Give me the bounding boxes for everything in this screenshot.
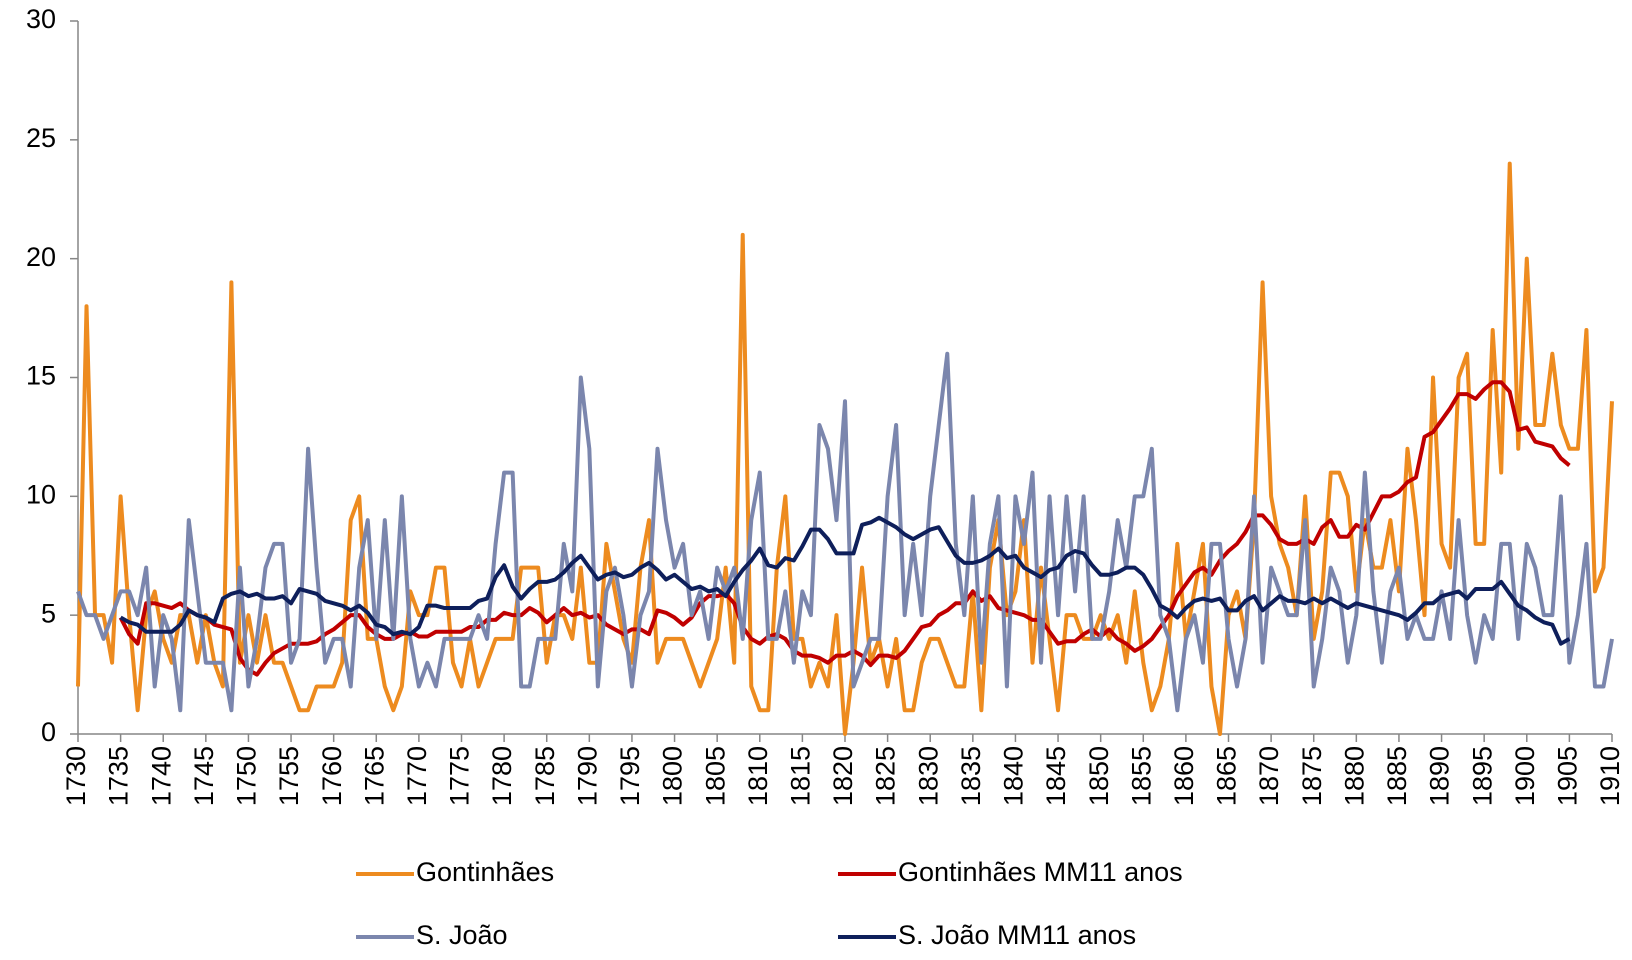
series-line xyxy=(119,515,1571,646)
x-tick-label: 1810 xyxy=(743,746,773,806)
y-tick-label: 5 xyxy=(41,598,56,628)
y-tick-label: 30 xyxy=(26,4,56,34)
x-tick-label: 1900 xyxy=(1510,746,1540,806)
x-tick-label: 1840 xyxy=(999,746,1029,806)
x-tick-label: 1875 xyxy=(1297,746,1327,806)
y-tick-label: 20 xyxy=(26,242,56,272)
legend-label: Gontinhães xyxy=(416,857,554,887)
legend-label: Gontinhães MM11 anos xyxy=(898,857,1183,887)
series-line xyxy=(118,380,1571,677)
x-tick-label: 1800 xyxy=(658,746,688,806)
x-tick-label: 1830 xyxy=(913,746,943,806)
x-tick-label: 1820 xyxy=(828,746,858,806)
legend-label: S. João MM11 anos xyxy=(898,920,1136,950)
x-tick-label: 1770 xyxy=(402,746,432,806)
x-tick-label: 1755 xyxy=(274,746,304,806)
x-tick-label: 1745 xyxy=(189,746,219,806)
x-tick-label: 1790 xyxy=(572,746,602,806)
x-tick-label: 1785 xyxy=(530,746,560,806)
x-tick-label: 1910 xyxy=(1595,746,1625,806)
y-tick-label: 0 xyxy=(41,717,56,747)
legend-label: S. João xyxy=(416,920,508,950)
x-tick-label: 1780 xyxy=(487,746,517,806)
x-tick-label: 1880 xyxy=(1339,746,1369,806)
x-tick-label: 1890 xyxy=(1425,746,1455,806)
x-tick-label: 1850 xyxy=(1084,746,1114,806)
x-tick-label: 1905 xyxy=(1553,746,1583,806)
x-tick-label: 1845 xyxy=(1041,746,1071,806)
series-line xyxy=(76,351,1614,713)
x-tick-label: 1855 xyxy=(1126,746,1156,806)
x-tick-label: 1860 xyxy=(1169,746,1199,806)
y-tick-label: 15 xyxy=(26,361,56,391)
x-tick-label: 1775 xyxy=(445,746,475,806)
x-tick-label: 1795 xyxy=(615,746,645,806)
x-tick-label: 1885 xyxy=(1382,746,1412,806)
x-tick-label: 1765 xyxy=(359,746,389,806)
x-tick-label: 1750 xyxy=(232,746,262,806)
x-tick-label: 1815 xyxy=(786,746,816,806)
x-tick-label: 1870 xyxy=(1254,746,1284,806)
x-tick-label: 1760 xyxy=(317,746,347,806)
x-tick-label: 1735 xyxy=(104,746,134,806)
x-tick-label: 1740 xyxy=(146,746,176,806)
x-tick-label: 1835 xyxy=(956,746,986,806)
x-tick-label: 1865 xyxy=(1212,746,1242,806)
x-tick-label: 1895 xyxy=(1467,746,1497,806)
x-tick-label: 1825 xyxy=(871,746,901,806)
x-tick-label: 1730 xyxy=(61,746,91,806)
y-tick-label: 10 xyxy=(26,479,56,509)
x-tick-label: 1805 xyxy=(700,746,730,806)
y-tick-label: 25 xyxy=(26,123,56,153)
